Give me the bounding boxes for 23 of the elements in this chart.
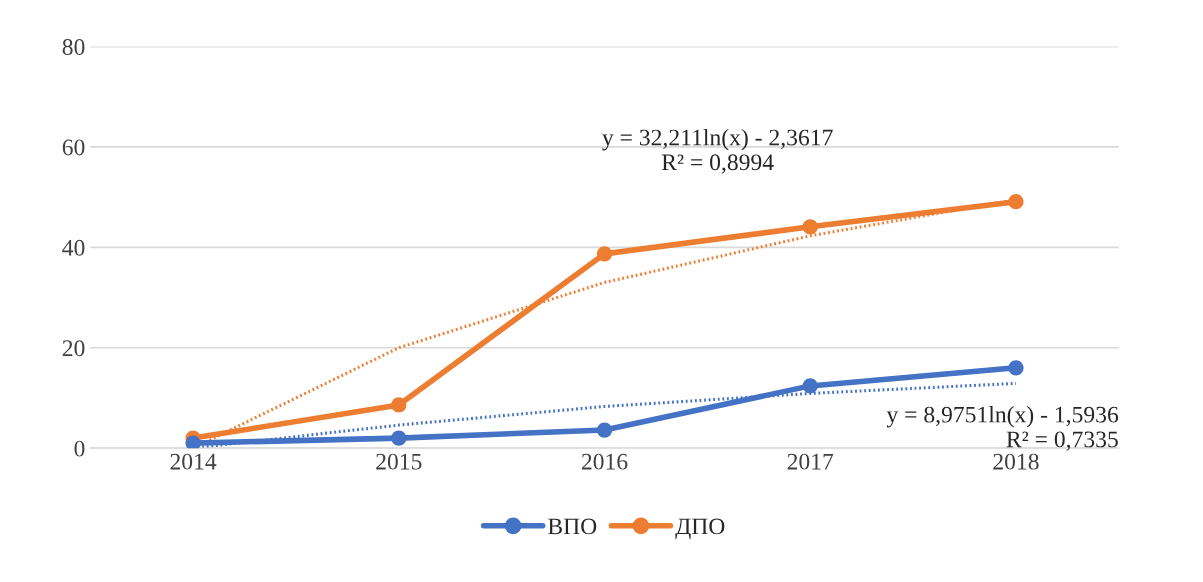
- y-tick-label: 60: [62, 139, 85, 156]
- point: [596, 422, 613, 438]
- point: [185, 435, 201, 449]
- point: [802, 219, 818, 235]
- point: [391, 430, 407, 446]
- legend-label: ВПО: [548, 518, 597, 535]
- legend-label: ДПО: [675, 518, 725, 540]
- x-tick-label: 2015: [376, 453, 422, 470]
- x-tick-label: 2018: [993, 453, 1039, 470]
- x-tick-label: 2017: [787, 453, 834, 470]
- y-tick-label: 20: [62, 340, 85, 357]
- point: [1008, 360, 1024, 376]
- annotation: y = 8,9751ln(x) - 1,5936 R² = 0,7335: [886, 405, 1119, 451]
- y-tick-label: 40: [62, 239, 85, 256]
- point: [802, 378, 818, 394]
- y-tick-label: 80: [62, 39, 85, 55]
- annotation: y = 32,211ln(x) - 2,3617 R² = 0,8994: [602, 128, 833, 174]
- x-tick-label: 2014: [170, 453, 217, 470]
- point: [391, 397, 407, 413]
- point: [1008, 194, 1024, 210]
- y-tick-label: 0: [74, 440, 85, 457]
- x-tick-label: 2016: [581, 453, 628, 470]
- point: [596, 246, 613, 262]
